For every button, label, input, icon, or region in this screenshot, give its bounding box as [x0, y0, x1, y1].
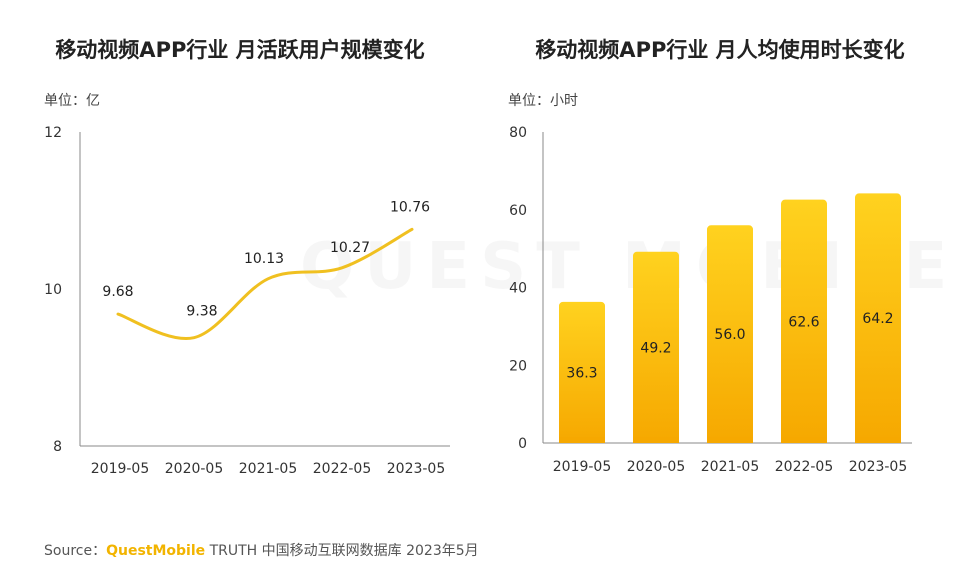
bar-chart-data-label: 62.6	[788, 314, 819, 330]
bar-chart-y-tick: 0	[518, 436, 527, 452]
bar-chart-x-tick: 2023-05	[849, 459, 908, 475]
bar-chart-bar-base	[855, 437, 901, 443]
bar-chart-bar	[855, 193, 901, 443]
line-chart-y-tick: 12	[44, 125, 62, 141]
bar-chart-y-tick: 60	[509, 203, 527, 219]
line-chart-x-tick: 2019-05	[91, 461, 150, 477]
source-prefix: Source：	[44, 543, 107, 559]
source-suffix: TRUTH 中国移动互联网数据库 2023年5月	[205, 543, 479, 559]
bar-chart-y-tick: 40	[509, 281, 527, 297]
line-chart-data-label: 10.13	[244, 251, 284, 267]
bar-chart-bar-base	[707, 437, 753, 443]
line-chart-y-tick: 10	[44, 282, 62, 298]
bar-chart-y-tick: 20	[509, 358, 527, 374]
bar-chart-data-label: 49.2	[640, 340, 671, 356]
bar-chart-unit-label: 单位：小时	[508, 93, 578, 109]
line-chart-y-tick: 8	[53, 439, 62, 455]
bar-chart-bar	[781, 199, 827, 443]
line-chart-data-label: 9.38	[186, 304, 217, 320]
bar-chart-x-tick: 2019-05	[553, 459, 612, 475]
line-chart-title: 移动视频APP行业 月活跃用户规模变化	[55, 38, 425, 62]
bar-chart-y-tick: 80	[509, 125, 527, 141]
bar-chart-x-tick: 2022-05	[775, 459, 834, 475]
bar-chart-x-tick: 2020-05	[627, 459, 686, 475]
bar-chart-data-label: 64.2	[862, 311, 893, 327]
line-chart-x-tick: 2023-05	[387, 461, 446, 477]
line-chart-unit-label: 单位：亿	[44, 93, 100, 109]
bar-chart-bar	[633, 251, 679, 443]
bar-chart-bar-base	[781, 437, 827, 443]
bar-chart-bar-base	[559, 437, 605, 443]
source-brand: QuestMobile	[106, 543, 206, 559]
line-chart-data-label: 10.27	[330, 240, 370, 256]
line-chart-data-label: 10.76	[390, 199, 430, 215]
bar-chart-data-label: 56.0	[714, 327, 745, 343]
line-chart-x-tick: 2021-05	[239, 461, 298, 477]
bar-chart-bar	[707, 225, 753, 443]
line-chart-x-tick: 2020-05	[165, 461, 224, 477]
bar-chart-title: 移动视频APP行业 月人均使用时长变化	[535, 38, 905, 62]
line-chart-x-tick: 2022-05	[313, 461, 372, 477]
source-note: Source：QuestMobile TRUTH 中国移动互联网数据库 2023…	[44, 540, 479, 560]
line-chart-data-label: 9.68	[102, 284, 133, 300]
bar-chart-bar	[559, 301, 605, 443]
bar-chart-bar-base	[633, 437, 679, 443]
bar-chart-x-tick: 2021-05	[701, 459, 760, 475]
line-chart-series-line	[116, 227, 414, 341]
bar-chart-data-label: 36.3	[566, 365, 597, 381]
